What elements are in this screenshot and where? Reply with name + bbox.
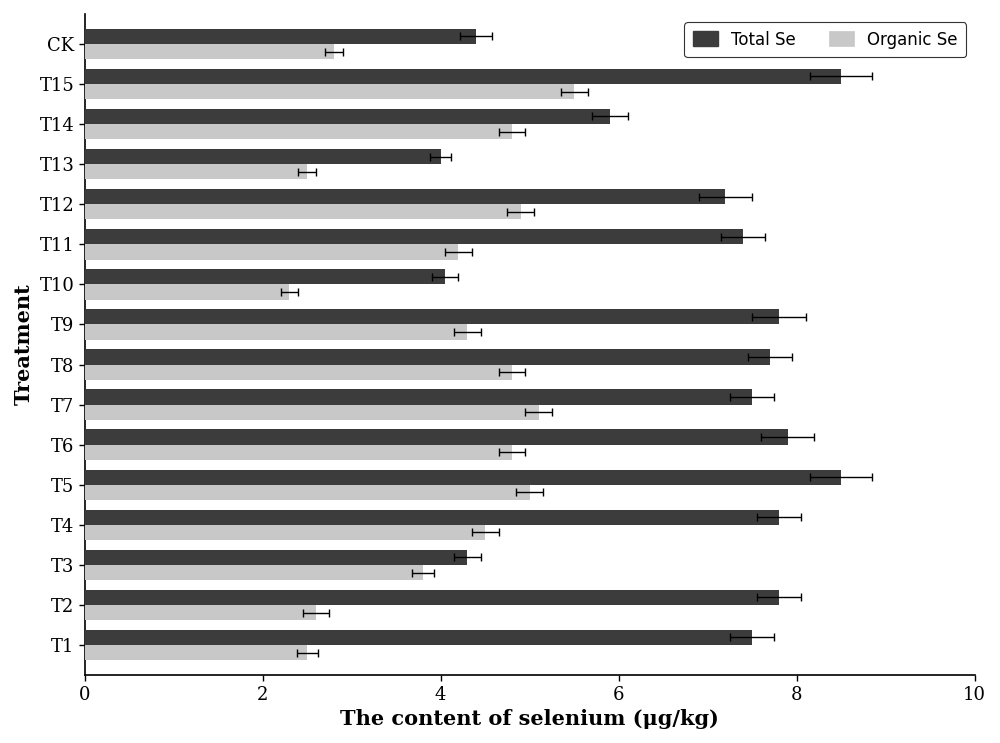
Bar <box>85 109 610 124</box>
Bar <box>85 189 725 204</box>
Bar <box>85 124 512 140</box>
Bar <box>85 630 752 645</box>
X-axis label: The content of selenium (μg/kg): The content of selenium (μg/kg) <box>340 709 719 729</box>
Bar <box>85 470 841 484</box>
Bar <box>85 309 779 325</box>
Legend: Total Se, Organic Se: Total Se, Organic Se <box>684 22 966 57</box>
Bar <box>85 349 770 365</box>
Bar <box>85 550 467 565</box>
Bar <box>85 229 743 244</box>
Bar <box>85 269 445 285</box>
Bar <box>85 484 530 500</box>
Bar <box>85 69 841 84</box>
Bar <box>85 645 307 661</box>
Bar <box>85 84 574 100</box>
Bar <box>85 565 423 580</box>
Bar <box>85 590 779 605</box>
Bar <box>85 365 512 380</box>
Y-axis label: Treatment: Treatment <box>14 284 34 406</box>
Bar <box>85 285 289 299</box>
Bar <box>85 510 779 525</box>
Bar <box>85 149 441 164</box>
Bar <box>85 389 752 405</box>
Bar <box>85 525 485 540</box>
Bar <box>85 244 458 259</box>
Bar <box>85 325 467 340</box>
Bar <box>85 405 539 420</box>
Bar <box>85 29 476 44</box>
Bar <box>85 605 316 620</box>
Bar <box>85 164 307 179</box>
Bar <box>85 445 512 460</box>
Bar <box>85 429 788 445</box>
Bar <box>85 204 521 219</box>
Bar <box>85 44 334 59</box>
